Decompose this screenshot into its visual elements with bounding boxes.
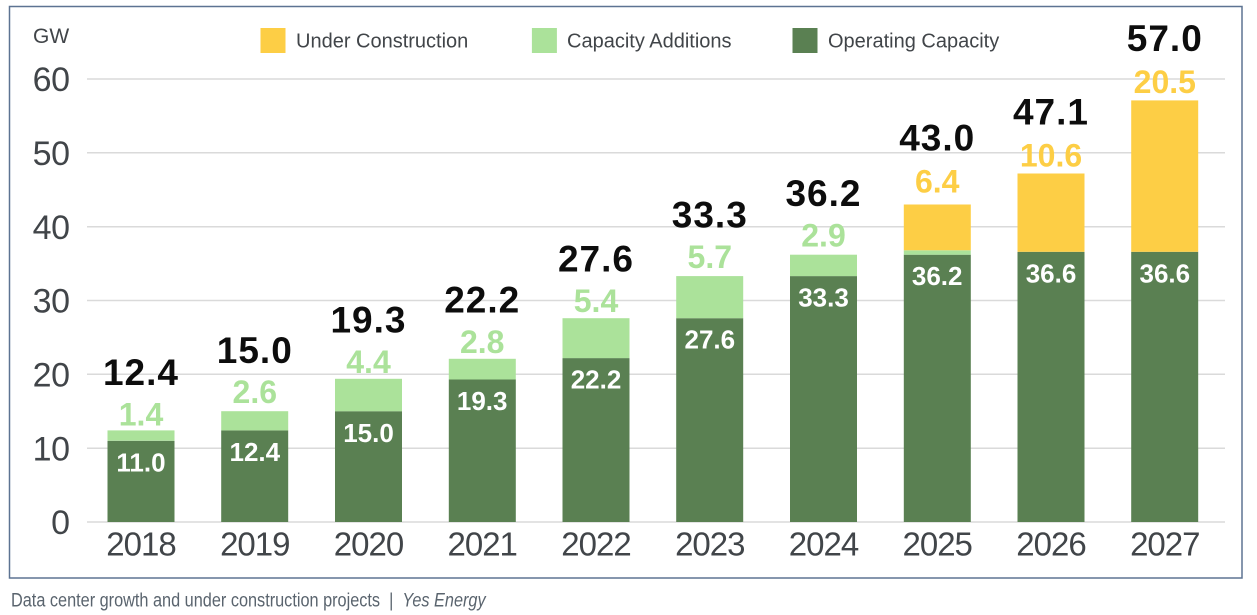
svg-text:2024: 2024	[789, 526, 859, 563]
svg-text:Data center growth and under c: Data center growth and under constructio…	[11, 589, 487, 611]
svg-text:Under Construction: Under Construction	[296, 31, 468, 53]
svg-text:22.2: 22.2	[444, 279, 520, 320]
svg-text:36.2: 36.2	[785, 173, 861, 214]
svg-text:36.6: 36.6	[1139, 258, 1190, 288]
svg-text:12.4: 12.4	[229, 437, 280, 467]
svg-text:27.6: 27.6	[558, 239, 634, 280]
svg-text:2026: 2026	[1016, 526, 1085, 563]
svg-text:15.0: 15.0	[217, 330, 293, 371]
svg-text:2023: 2023	[675, 526, 744, 563]
svg-text:2022: 2022	[561, 526, 630, 563]
svg-text:36.2: 36.2	[912, 261, 963, 291]
svg-text:2027: 2027	[1130, 526, 1199, 563]
svg-text:6.4: 6.4	[915, 164, 960, 200]
svg-text:36.6: 36.6	[1026, 258, 1077, 288]
svg-text:33.3: 33.3	[798, 283, 849, 313]
svg-text:2.6: 2.6	[233, 374, 277, 410]
svg-text:2019: 2019	[220, 526, 289, 563]
svg-text:Operating Capacity: Operating Capacity	[828, 31, 999, 53]
svg-text:10.6: 10.6	[1020, 138, 1082, 174]
svg-text:5.4: 5.4	[574, 283, 619, 319]
svg-text:5.7: 5.7	[688, 239, 732, 275]
svg-text:2018: 2018	[106, 526, 175, 563]
svg-text:60: 60	[33, 61, 70, 99]
svg-text:19.3: 19.3	[330, 299, 406, 340]
svg-text:10: 10	[33, 430, 70, 468]
svg-text:20.5: 20.5	[1134, 64, 1196, 100]
svg-text:12.4: 12.4	[103, 352, 179, 393]
svg-text:50: 50	[33, 135, 70, 173]
svg-text:57.0: 57.0	[1127, 18, 1203, 59]
svg-text:22.2: 22.2	[571, 365, 622, 395]
svg-text:2.8: 2.8	[460, 324, 504, 360]
svg-text:Capacity Additions: Capacity Additions	[567, 31, 732, 53]
svg-text:27.6: 27.6	[684, 325, 735, 355]
svg-text:1.4: 1.4	[119, 396, 164, 432]
svg-text:47.1: 47.1	[1013, 92, 1089, 133]
svg-text:11.0: 11.0	[116, 447, 165, 477]
svg-text:19.3: 19.3	[457, 386, 508, 416]
svg-text:2020: 2020	[334, 526, 404, 563]
svg-text:20: 20	[33, 356, 70, 394]
svg-text:15.0: 15.0	[343, 418, 394, 448]
svg-text:GW: GW	[33, 25, 69, 48]
svg-text:2025: 2025	[902, 526, 971, 563]
svg-text:4.4: 4.4	[346, 344, 391, 380]
svg-text:33.3: 33.3	[672, 195, 748, 236]
svg-text:40: 40	[33, 209, 70, 247]
svg-text:2021: 2021	[447, 526, 516, 563]
svg-text:0: 0	[51, 504, 69, 542]
svg-text:30: 30	[33, 283, 70, 321]
svg-text:2.9: 2.9	[801, 218, 845, 254]
svg-text:43.0: 43.0	[899, 118, 975, 159]
